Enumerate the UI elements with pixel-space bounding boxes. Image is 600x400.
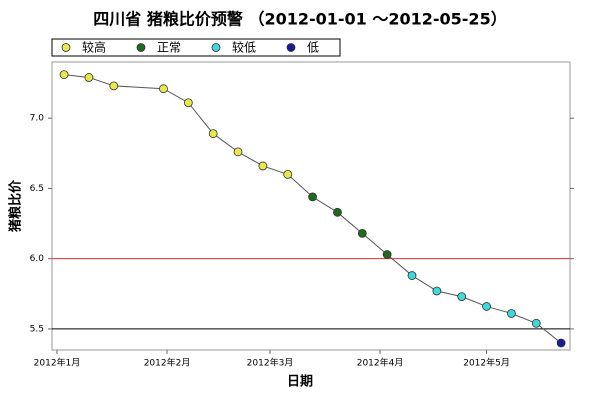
y-tick-label: 6.0 bbox=[30, 254, 45, 264]
legend-marker bbox=[211, 43, 221, 52]
y-tick-label: 6.5 bbox=[30, 184, 44, 194]
data-point bbox=[457, 292, 467, 302]
data-point bbox=[233, 147, 243, 157]
data-point bbox=[407, 271, 417, 280]
data-point bbox=[84, 73, 94, 82]
data-point bbox=[482, 302, 491, 311]
legend-label: 正常 bbox=[157, 41, 181, 55]
data-point bbox=[531, 318, 541, 328]
data-point bbox=[308, 192, 317, 202]
data-point bbox=[208, 129, 218, 139]
x-tick-label: 2012年5月 bbox=[463, 357, 510, 369]
data-point bbox=[382, 250, 392, 259]
legend-label: 低 bbox=[307, 41, 319, 55]
data-point bbox=[432, 286, 442, 296]
legend-marker bbox=[61, 43, 71, 52]
x-tick-label: 2012年3月 bbox=[247, 357, 294, 369]
chart-title: 四川省 猪粮比价预警 （2012-01-01 ～2012-05-25） bbox=[93, 10, 506, 29]
y-tick-label: 7.0 bbox=[30, 114, 45, 124]
data-point bbox=[183, 98, 193, 108]
legend-box bbox=[51, 38, 341, 57]
y-tick-label: 5.5 bbox=[30, 324, 44, 334]
legend-label: 较低 bbox=[232, 40, 256, 55]
data-point bbox=[59, 70, 69, 80]
x-axis-label: 日期 bbox=[287, 375, 313, 390]
data-point bbox=[357, 228, 367, 238]
data-point bbox=[333, 207, 342, 217]
y-axis-label: 猪粮比价 bbox=[8, 179, 24, 233]
x-tick-label: 2012年2月 bbox=[144, 357, 191, 369]
data-point bbox=[507, 309, 516, 318]
legend-marker bbox=[136, 43, 146, 52]
series-line bbox=[64, 74, 562, 344]
data-point bbox=[283, 169, 293, 179]
legend-label: 较高 bbox=[82, 40, 106, 55]
x-tick-label: 2012年1月 bbox=[34, 357, 81, 369]
data-point bbox=[109, 81, 119, 91]
legend-marker bbox=[286, 43, 296, 52]
data-point bbox=[159, 84, 168, 94]
data-point bbox=[556, 338, 566, 348]
x-tick-label: 2012年4月 bbox=[357, 357, 404, 369]
plot-frame bbox=[51, 61, 571, 351]
data-point bbox=[258, 161, 268, 171]
